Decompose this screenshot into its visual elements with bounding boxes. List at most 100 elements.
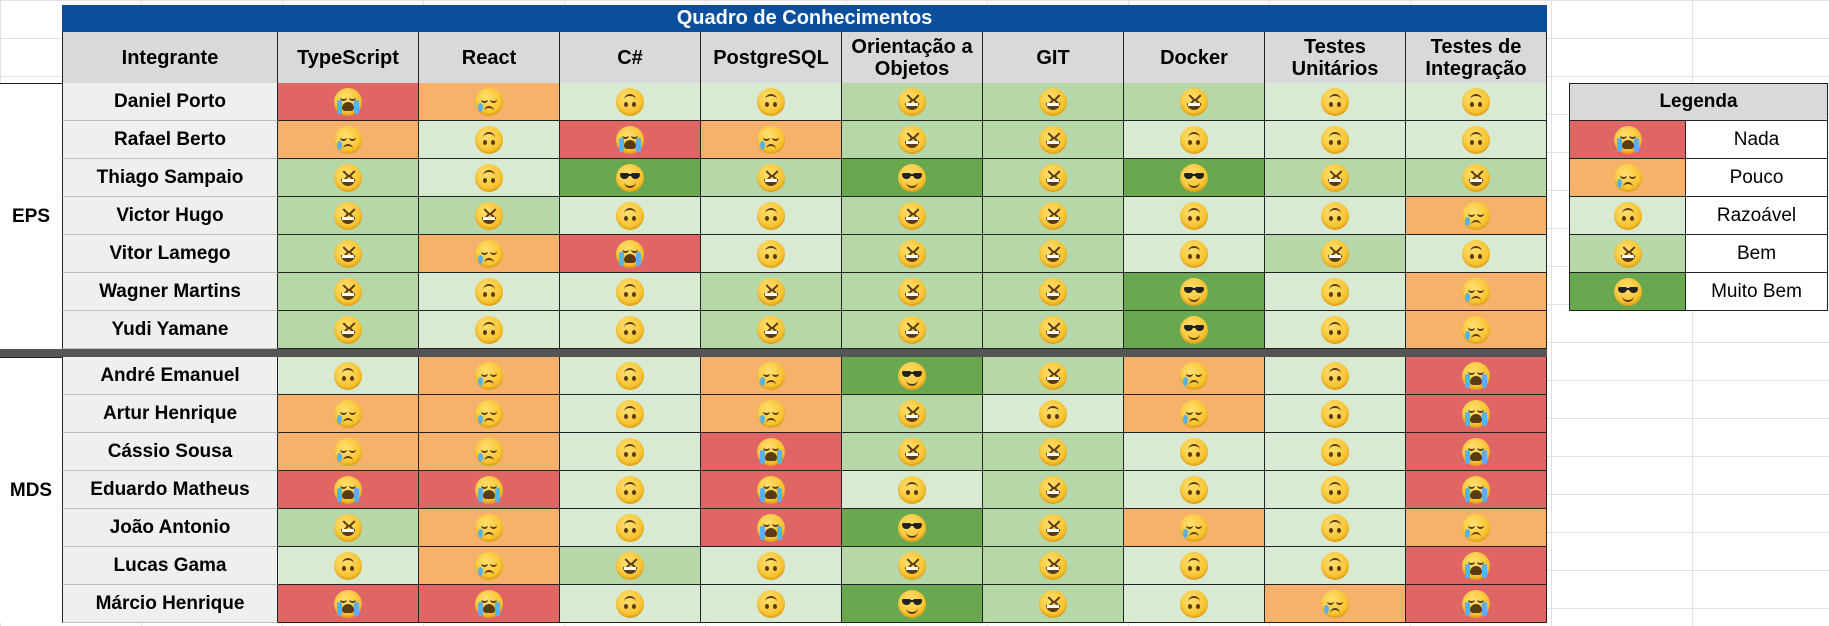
column-header-orienta-o-a-objetos: Orientação a Objetos — [842, 32, 983, 83]
upside-down-face-icon — [1321, 361, 1349, 390]
grinning-squinting-face-icon — [1039, 87, 1067, 116]
skill-cell — [701, 121, 842, 159]
grinning-squinting-face-icon — [1039, 475, 1067, 504]
grinning-squinting-face-icon — [898, 315, 926, 344]
member-name: Yudi Yamane — [62, 311, 278, 349]
member-name: Lucas Gama — [62, 547, 278, 585]
skill-cell — [1124, 547, 1265, 585]
legend-label: Muito Bem — [1686, 273, 1828, 311]
crying-face-icon — [475, 513, 503, 542]
skill-cell — [842, 273, 983, 311]
upside-down-face-icon — [1613, 201, 1642, 230]
upside-down-face-icon — [616, 277, 644, 306]
skill-cell — [842, 433, 983, 471]
grinning-squinting-face-icon — [898, 239, 926, 268]
skill-cell — [560, 159, 701, 197]
grinning-squinting-face-icon — [1039, 277, 1067, 306]
loudly-crying-face-icon — [1462, 589, 1490, 618]
skill-cell — [842, 509, 983, 547]
upside-down-face-icon — [1321, 437, 1349, 466]
upside-down-face-icon — [1039, 399, 1067, 428]
upside-down-face-icon — [1180, 201, 1208, 230]
skill-cell — [983, 471, 1124, 509]
grinning-squinting-face-icon — [616, 551, 644, 580]
legend-label: Nada — [1686, 121, 1828, 159]
member-name: Vitor Lamego — [62, 235, 278, 273]
legend-label: Bem — [1686, 235, 1828, 273]
upside-down-face-icon — [616, 399, 644, 428]
upside-down-face-icon — [1321, 201, 1349, 230]
upside-down-face-icon — [475, 315, 503, 344]
skill-cell — [560, 357, 701, 395]
skill-cell — [278, 395, 419, 433]
crying-face-icon — [334, 125, 362, 154]
legend-swatch — [1569, 159, 1686, 197]
crying-face-icon — [475, 399, 503, 428]
skill-cell — [560, 121, 701, 159]
crying-face-icon — [475, 437, 503, 466]
skill-cell — [842, 235, 983, 273]
upside-down-face-icon — [616, 315, 644, 344]
column-header-c-: C# — [560, 32, 701, 83]
grinning-squinting-face-icon — [898, 437, 926, 466]
skill-cell — [983, 311, 1124, 349]
smiling-face-with-sunglasses-icon — [1180, 315, 1208, 344]
skill-cell — [278, 509, 419, 547]
grinning-squinting-face-icon — [1321, 239, 1349, 268]
smiling-face-with-sunglasses-icon — [898, 163, 926, 192]
skill-cell — [419, 585, 560, 623]
skill-cell — [701, 357, 842, 395]
loudly-crying-face-icon — [334, 475, 362, 504]
skill-cell — [278, 235, 419, 273]
crying-face-icon — [1462, 277, 1490, 306]
crying-face-icon — [757, 125, 785, 154]
skill-cell — [560, 235, 701, 273]
skill-cell — [1265, 235, 1406, 273]
skill-cell — [842, 471, 983, 509]
crying-face-icon — [757, 361, 785, 390]
upside-down-face-icon — [757, 239, 785, 268]
member-name: Artur Henrique — [62, 395, 278, 433]
upside-down-face-icon — [1321, 475, 1349, 504]
skill-cell — [1124, 509, 1265, 547]
legend-title: Legenda — [1569, 83, 1828, 121]
skill-cell — [278, 159, 419, 197]
skill-cell — [701, 311, 842, 349]
grinning-squinting-face-icon — [898, 277, 926, 306]
grinning-squinting-face-icon — [1039, 361, 1067, 390]
upside-down-face-icon — [1321, 315, 1349, 344]
skill-cell — [983, 395, 1124, 433]
loudly-crying-face-icon — [1462, 475, 1490, 504]
crying-face-icon — [1180, 361, 1208, 390]
skill-cell — [983, 159, 1124, 197]
member-name: Victor Hugo — [62, 197, 278, 235]
grinning-squinting-face-icon — [898, 551, 926, 580]
skill-cell — [1265, 159, 1406, 197]
loudly-crying-face-icon — [1462, 399, 1490, 428]
skill-cell — [419, 121, 560, 159]
upside-down-face-icon — [1180, 437, 1208, 466]
skill-cell — [419, 433, 560, 471]
table-title: Quadro de Conhecimentos — [62, 5, 1547, 32]
skill-cell — [1265, 357, 1406, 395]
skill-cell — [983, 509, 1124, 547]
skill-cell — [419, 357, 560, 395]
grinning-squinting-face-icon — [1039, 315, 1067, 344]
upside-down-face-icon — [616, 475, 644, 504]
crying-face-icon — [1180, 513, 1208, 542]
loudly-crying-face-icon — [616, 125, 644, 154]
skill-cell — [1406, 395, 1547, 433]
loudly-crying-face-icon — [757, 437, 785, 466]
upside-down-face-icon — [1462, 239, 1490, 268]
loudly-crying-face-icon — [1462, 551, 1490, 580]
skill-cell — [1406, 509, 1547, 547]
crying-face-icon — [475, 87, 503, 116]
skill-cell — [419, 471, 560, 509]
group-divider — [0, 349, 1547, 357]
column-header-testes-unit-rios: Testes Unitários — [1265, 32, 1406, 83]
crying-face-icon — [1321, 589, 1349, 618]
loudly-crying-face-icon — [334, 589, 362, 618]
skill-cell — [842, 311, 983, 349]
upside-down-face-icon — [757, 201, 785, 230]
skill-cell — [842, 159, 983, 197]
